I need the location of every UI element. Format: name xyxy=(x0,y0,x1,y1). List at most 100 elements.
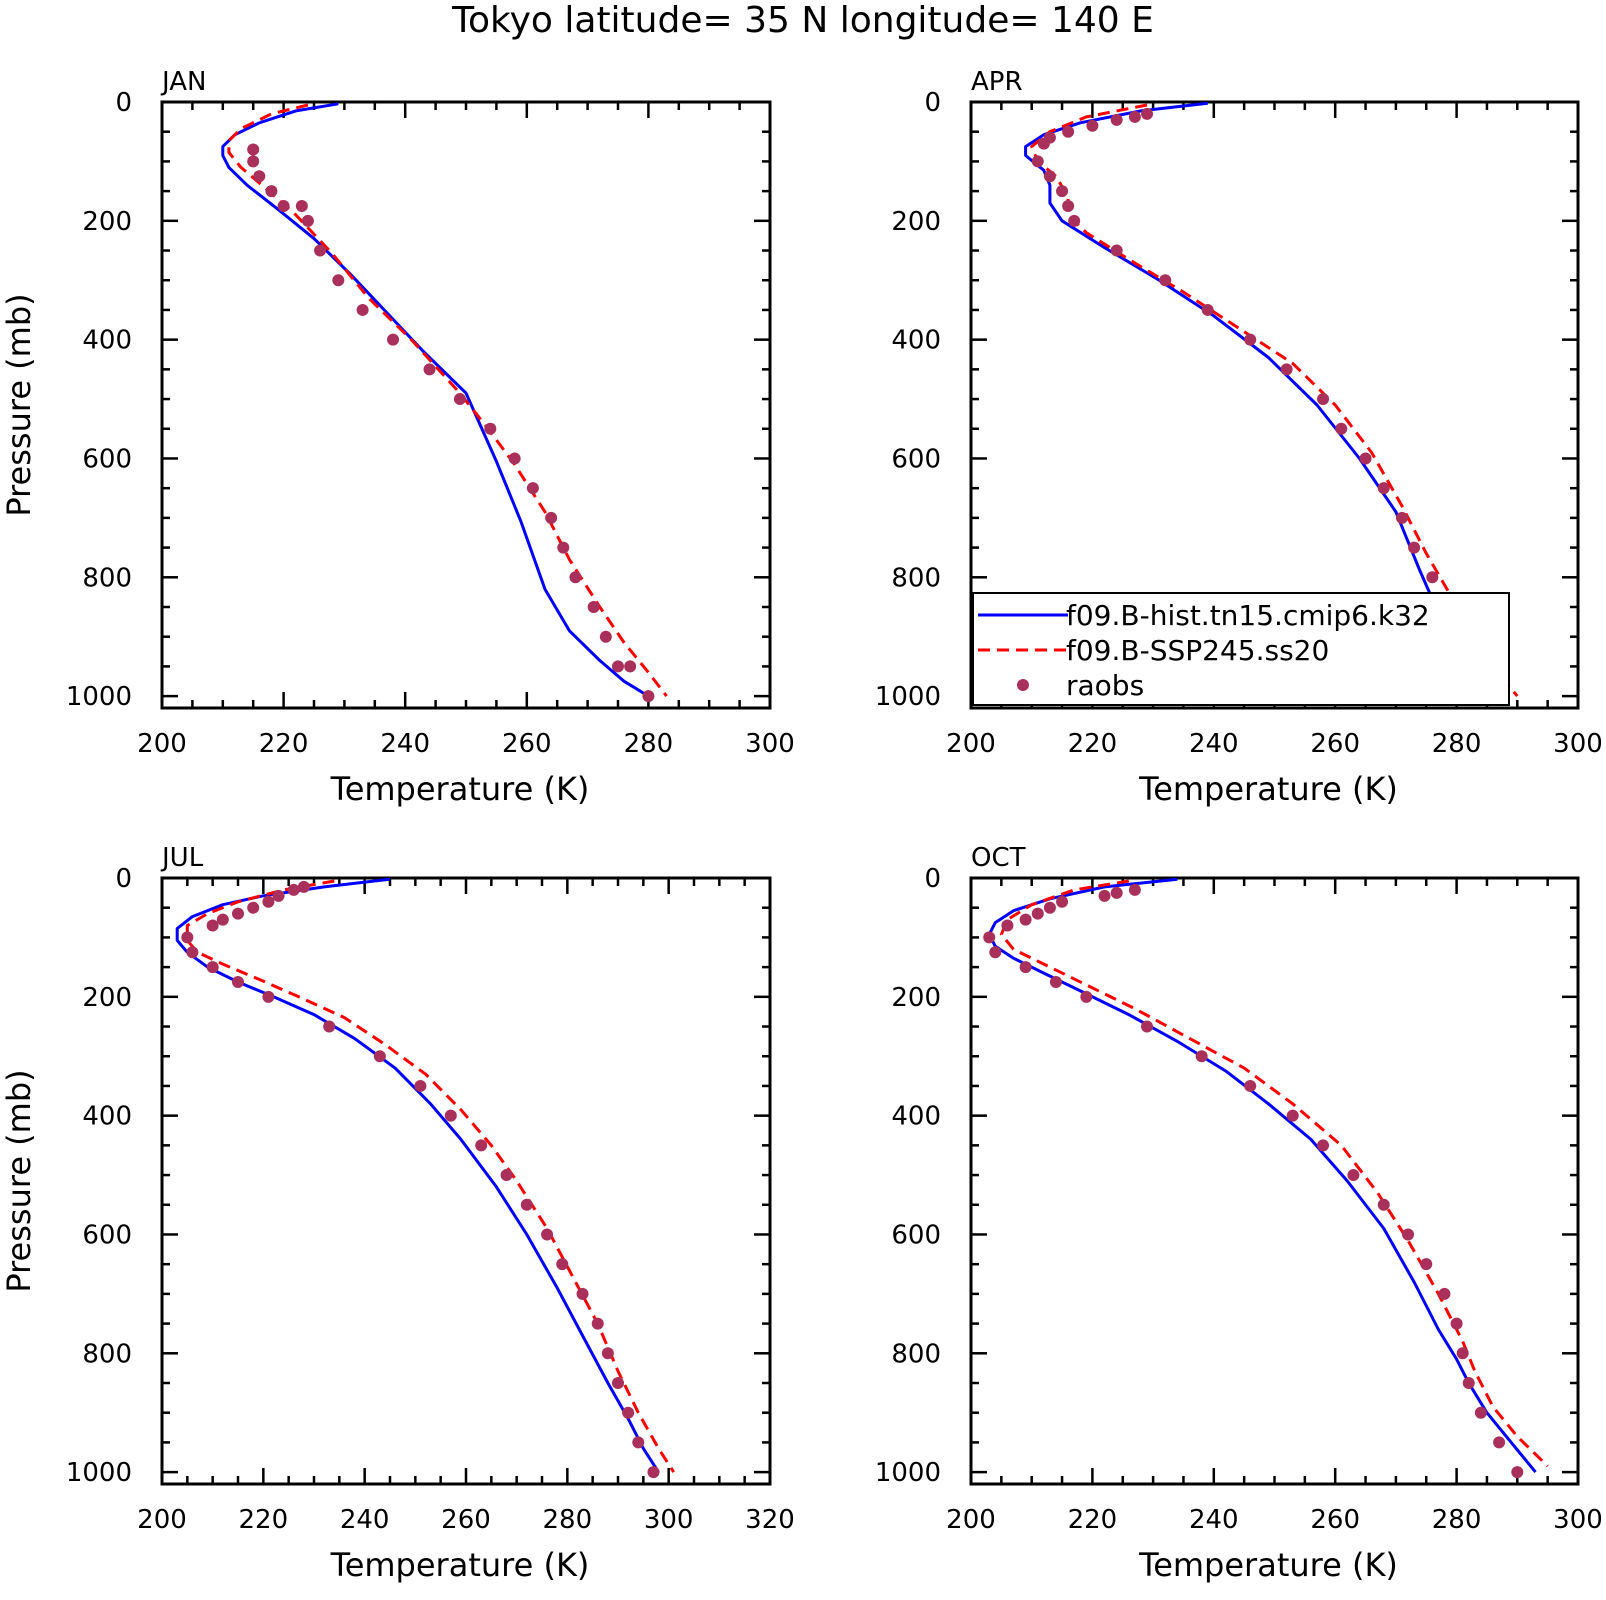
y-tick-label: 600 xyxy=(891,444,941,474)
panel-jul: JUL 200 220 240 260 280 300 320 0 200 400 600 800 100… xyxy=(0,843,795,1584)
raobs-point xyxy=(1019,913,1032,926)
raobs-point xyxy=(1335,422,1348,435)
legend-raobs-marker xyxy=(1017,679,1029,691)
raobs-point xyxy=(387,333,400,346)
raobs-point xyxy=(1474,1406,1487,1419)
y-tick-label: 600 xyxy=(82,444,132,474)
x-tick-label: 200 xyxy=(946,1505,996,1535)
y-tick-label: 0 xyxy=(115,88,132,118)
raobs-point xyxy=(332,274,345,287)
raobs-point xyxy=(1244,333,1257,346)
hist-line xyxy=(175,878,660,1473)
raobs-point xyxy=(206,961,219,974)
raobs-point xyxy=(265,185,278,198)
raobs-point xyxy=(262,990,275,1003)
y-tick-label: 1000 xyxy=(875,682,941,712)
y-tick-label: 400 xyxy=(891,326,941,356)
y-tick-label: 0 xyxy=(924,88,941,118)
raobs-point xyxy=(612,660,624,673)
x-axis-label: Temperature (K) xyxy=(330,1546,590,1584)
raobs-point xyxy=(414,1079,427,1092)
y-tick-label: 0 xyxy=(924,864,941,894)
raobs-point xyxy=(301,214,314,227)
y-tick-label: 600 xyxy=(82,1220,132,1250)
raobs-point xyxy=(1141,1020,1154,1033)
y-tick-label: 800 xyxy=(891,563,941,593)
raobs-point xyxy=(1201,303,1214,316)
raobs-point xyxy=(624,660,637,673)
raobs-point xyxy=(587,601,600,613)
ssp245-line xyxy=(227,103,668,698)
raobs-point xyxy=(1062,125,1075,138)
raobs-point xyxy=(983,931,996,944)
raobs-point xyxy=(186,946,199,959)
legend-label: raobs xyxy=(1066,669,1144,702)
y-tick-label: 200 xyxy=(891,207,941,237)
raobs-point xyxy=(1080,990,1093,1003)
y-tick-label: 800 xyxy=(82,1339,132,1369)
raobs-point xyxy=(647,1466,660,1479)
raobs-point xyxy=(453,393,466,406)
raobs-point xyxy=(484,422,497,435)
legend-label: f09.B-hist.tn15.cmip6.k32 xyxy=(1066,599,1430,632)
y-tick-label: 1000 xyxy=(66,1458,132,1488)
x-tick-label: 280 xyxy=(543,1505,593,1535)
raobs-point xyxy=(1128,883,1141,896)
raobs-point xyxy=(1420,1258,1433,1271)
data-layer xyxy=(175,878,675,1479)
x-tick-label: 260 xyxy=(502,729,552,759)
raobs-point xyxy=(1402,1228,1415,1241)
raobs-point xyxy=(612,1377,624,1389)
y-tick-label: 1000 xyxy=(66,682,132,712)
raobs-point xyxy=(1141,107,1154,120)
x-tick-label: 220 xyxy=(1068,1505,1118,1535)
hist-line xyxy=(221,102,650,698)
raobs-point xyxy=(475,1139,488,1152)
raobs-point xyxy=(1377,1198,1390,1211)
raobs-point xyxy=(1001,919,1014,932)
x-axis-label: Temperature (K) xyxy=(1138,770,1398,808)
raobs-point xyxy=(601,1347,614,1360)
raobs-point xyxy=(1456,1347,1469,1360)
raobs-point xyxy=(247,143,260,156)
raobs-point xyxy=(181,931,194,944)
raobs-point xyxy=(1426,571,1439,584)
raobs-point xyxy=(1110,886,1123,899)
raobs-point xyxy=(1280,363,1293,376)
raobs-point xyxy=(1056,895,1069,908)
raobs-point xyxy=(1195,1050,1208,1063)
raobs-point xyxy=(272,889,285,902)
raobs-point xyxy=(1068,214,1081,227)
y-tick-label: 600 xyxy=(891,1220,941,1250)
raobs-point xyxy=(599,630,612,643)
raobs-point xyxy=(1031,155,1044,168)
raobs-point xyxy=(557,541,570,554)
panel-label: JAN xyxy=(160,67,206,97)
raobs-point xyxy=(247,901,260,914)
raobs-point xyxy=(232,907,244,920)
raobs-point xyxy=(576,1287,589,1300)
raobs-point xyxy=(622,1406,635,1419)
raobs-point xyxy=(1037,137,1050,150)
y-tick-label: 200 xyxy=(82,983,132,1013)
ssp245-line xyxy=(185,879,675,1473)
raobs-point xyxy=(297,880,310,893)
raobs-point xyxy=(1244,1079,1257,1092)
x-tick-label: 280 xyxy=(1432,729,1482,759)
y-tick-label: 1000 xyxy=(875,1458,941,1488)
x-tick-label: 240 xyxy=(340,1505,390,1535)
x-tick-label: 200 xyxy=(137,1505,187,1535)
raobs-point xyxy=(508,452,521,465)
raobs-point xyxy=(541,1228,554,1241)
x-tick-label: 220 xyxy=(1068,729,1118,759)
x-tick-label: 300 xyxy=(644,1505,694,1535)
raobs-point xyxy=(1317,393,1330,406)
plot-frame xyxy=(160,876,772,1486)
raobs-point xyxy=(500,1169,513,1182)
x-tick-label: 240 xyxy=(380,729,430,759)
raobs-point xyxy=(1408,541,1421,554)
ssp245-line xyxy=(1030,103,1519,698)
raobs-point xyxy=(1511,1466,1524,1479)
panel-label: OCT xyxy=(971,843,1026,873)
